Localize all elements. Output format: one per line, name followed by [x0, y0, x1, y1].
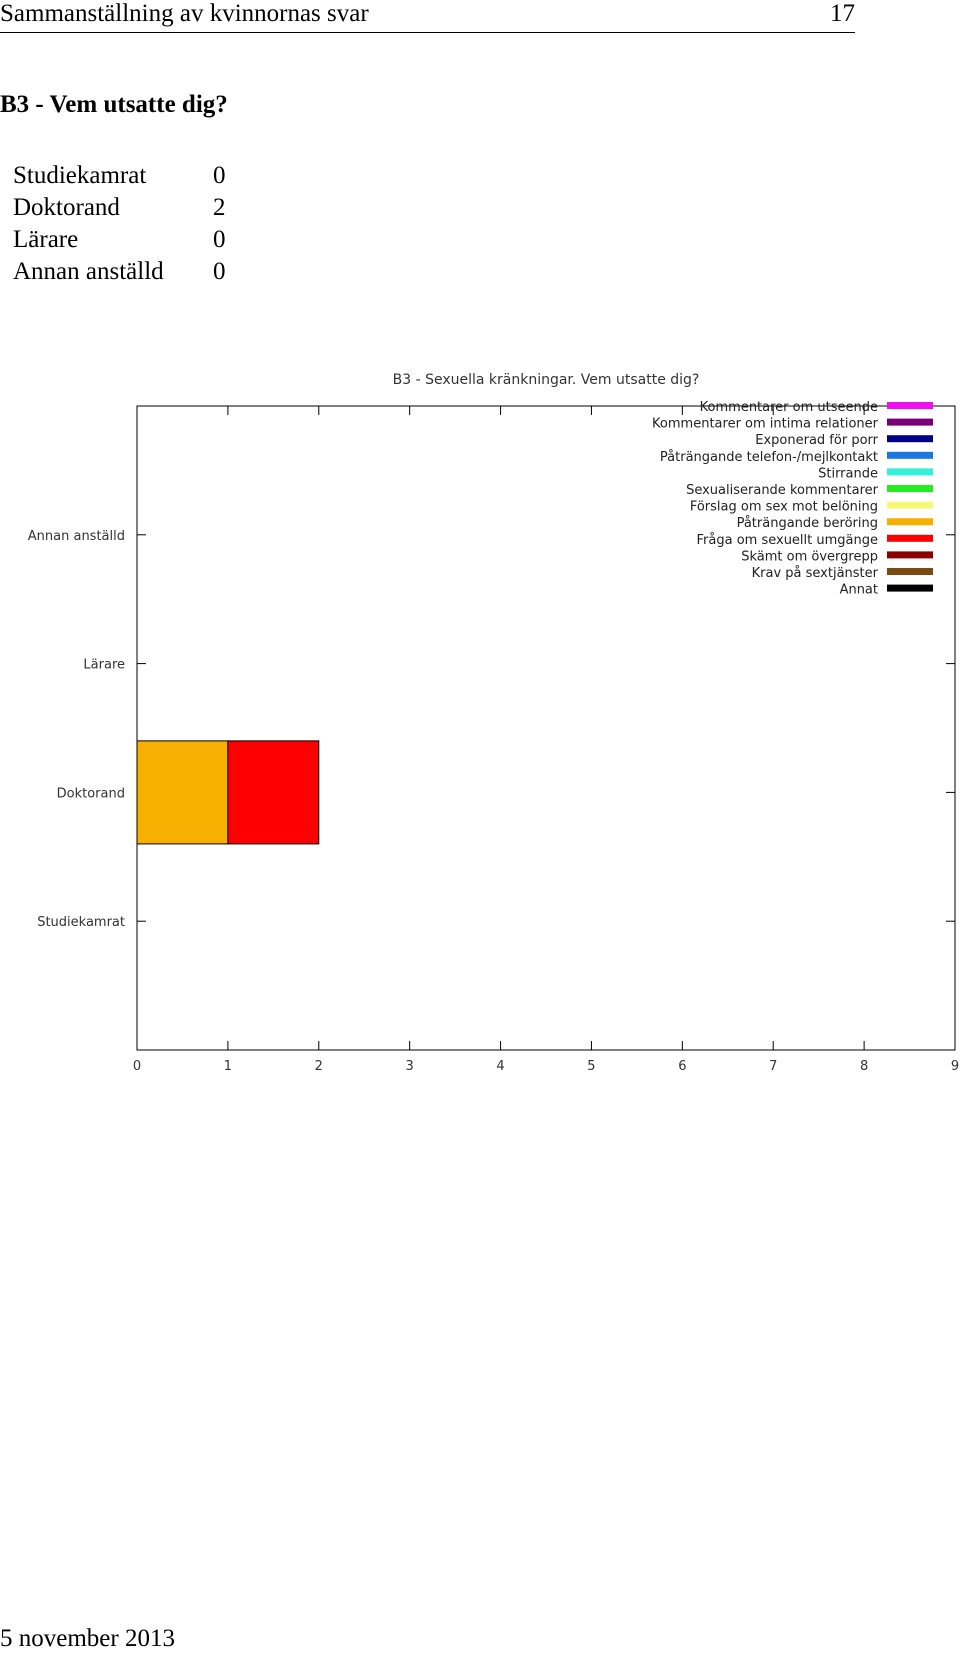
bar-segment: [227, 740, 320, 845]
chart-title: B3 - Sexuella kränkningar. Vem utsatte d…: [393, 372, 700, 388]
chart: B3 - Sexuella kränkningar. Vem utsatte d…: [0, 360, 960, 1085]
legend-label: Exponerad för porr: [755, 433, 878, 448]
page-header: Sammanställning av kvinnornas svar 17: [0, 0, 855, 33]
x-tick-label: 3: [406, 1059, 414, 1074]
y-tick-label: Lärare: [83, 658, 125, 673]
section-heading: B3 - Vem utsatte dig?: [0, 91, 228, 118]
legend-label: Skämt om övergrepp: [741, 549, 878, 564]
summary-label: Studiekamrat: [13, 162, 147, 189]
y-tick-label: Studiekamrat: [37, 915, 125, 930]
legend-swatch: [887, 485, 933, 492]
x-tick-label: 5: [587, 1059, 595, 1074]
legend-label: Sexualiserande kommentarer: [686, 483, 879, 498]
legend-swatch: [887, 402, 933, 409]
y-tick-label: Annan anställd: [28, 529, 125, 544]
x-tick-label: 7: [769, 1059, 777, 1074]
plot-frame: [136, 405, 956, 1051]
summary-label: Lärare: [13, 226, 79, 253]
y-tick-label: Doktorand: [57, 786, 125, 801]
bar-segment: [136, 740, 229, 845]
legend-swatch: [887, 551, 933, 559]
x-tick-label: 9: [951, 1059, 959, 1074]
x-tick-label: 2: [315, 1059, 323, 1074]
bar-chart: B3 - Sexuella kränkningar. Vem utsatte d…: [28, 372, 959, 1074]
legend-swatch: [887, 584, 933, 592]
footer-date: 5 november 2013: [0, 1625, 175, 1652]
summary-value: 0: [213, 226, 226, 253]
legend-label: Kommentarer om intima relationer: [652, 417, 879, 432]
page-number: 17: [830, 0, 855, 27]
legend-label: Fråga om sexuellt umgänge: [697, 533, 878, 548]
legend-swatch: [887, 568, 933, 575]
summary-label: Doktorand: [13, 194, 120, 221]
legend-label: Påträngande beröring: [737, 516, 878, 531]
legend-swatch: [887, 418, 933, 426]
x-tick-label: 8: [860, 1059, 868, 1074]
header-title: Sammanställning av kvinnornas svar: [0, 0, 369, 27]
x-tick-label: 1: [224, 1059, 232, 1074]
legend-label: Kommentarer om utseende: [700, 400, 878, 415]
legend-swatch: [887, 518, 933, 526]
x-tick-label: 6: [678, 1059, 686, 1074]
legend-label: Stirrande: [818, 466, 878, 481]
summary-value: 2: [213, 194, 226, 221]
legend-label: Krav på sextjänster: [752, 566, 879, 581]
summary-value: 0: [213, 162, 226, 189]
x-tick-label: 0: [133, 1059, 141, 1074]
legend-label: Förslag om sex mot belöning: [690, 500, 878, 515]
legend-swatch: [887, 451, 933, 459]
legend-swatch: [887, 468, 933, 476]
x-tick-label: 4: [496, 1059, 504, 1074]
legend-label: Annat: [840, 583, 878, 598]
legend-swatch: [887, 501, 933, 509]
summary-label: Annan anställd: [13, 258, 164, 285]
legend-swatch: [887, 534, 933, 542]
summary-value: 0: [213, 258, 226, 285]
legend-label: Påträngande telefon-/mejlkontakt: [660, 450, 878, 465]
legend-swatch: [887, 435, 933, 443]
